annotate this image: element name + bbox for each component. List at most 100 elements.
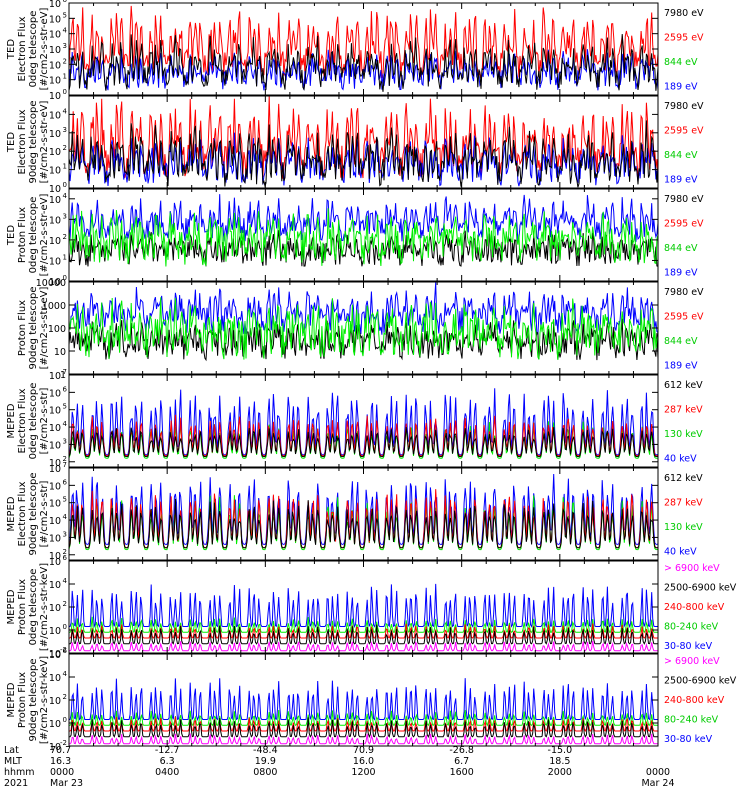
x-tick-label: 6.3	[160, 756, 175, 767]
y-tick-label: 10	[49, 30, 61, 41]
y-tick-label: 100	[48, 324, 66, 335]
y-tick-label: 10	[49, 603, 61, 614]
y-axis-label: [#/cm2-s-str-eV]	[39, 8, 50, 91]
panel-4-series-3	[68, 297, 659, 360]
y-tick-exponent: 6	[63, 0, 68, 4]
legend-entry: 30-80 keV	[664, 641, 713, 652]
y-axis-label: [#/cm2-s-str-eV]	[39, 287, 50, 370]
legend-entry: 844 eV	[664, 336, 698, 347]
legend-entry: 130 keV	[664, 522, 703, 533]
y-axis-label: [#/cm2-s-str-keV]	[39, 563, 50, 651]
y-tick-exponent: 7	[63, 461, 67, 469]
legend-entry: 189 eV	[664, 82, 698, 93]
x-tick-label: 70.9	[353, 745, 374, 756]
y-tick-exponent: 5	[63, 496, 67, 504]
y-axis-label: Proton Flux	[17, 672, 28, 728]
x-tick-label: -12.7	[155, 745, 180, 756]
y-tick-label: 10	[49, 388, 61, 399]
y-axis-label: [#/cm2-s-str-keV]	[39, 656, 50, 744]
y-tick-exponent: 6	[63, 554, 68, 562]
y-tick-label: 10	[49, 458, 61, 469]
y-tick-exponent: 0	[63, 274, 67, 282]
x-tick-label: -15.0	[548, 745, 573, 756]
y-axis-label: Proton Flux	[17, 579, 28, 635]
y-tick-label: 10	[49, 481, 61, 492]
y-tick-exponent: 6	[63, 385, 68, 393]
y-tick-exponent: 4	[63, 107, 68, 115]
x-tick-label: 1600	[450, 767, 474, 778]
panel-7-series-4	[69, 624, 658, 645]
panel-8-series-4	[69, 717, 658, 739]
y-tick-label: 10	[49, 215, 61, 226]
legend-entry: 30-80 keV	[664, 734, 713, 745]
y-tick-label: 10	[49, 91, 61, 102]
row-label: hhmm	[4, 767, 35, 778]
y-tick-exponent: 2	[63, 693, 67, 701]
y-tick-exponent: 4	[63, 513, 68, 521]
legend-entry: 240-800 keV	[664, 602, 725, 613]
legend-entry: 189 eV	[664, 361, 698, 372]
legend-entry: 189 eV	[664, 175, 698, 186]
legend-entry: 40 keV	[664, 454, 697, 465]
panel-6-series-2	[68, 495, 659, 551]
y-tick-label: 10	[49, 236, 61, 247]
y-axis-label: MEPED	[6, 589, 17, 624]
x-tick-label: 6.7	[454, 756, 469, 767]
y-tick-exponent: 6	[63, 647, 68, 655]
legend-entry: 287 keV	[664, 498, 703, 509]
y-tick-exponent: 4	[63, 670, 68, 678]
panel-3-series-3	[68, 208, 659, 267]
x-tick-label: 0000	[50, 767, 74, 778]
y-tick-label: 10	[49, 0, 61, 10]
y-tick-exponent: 2	[63, 144, 67, 152]
y-tick-label: 10	[49, 423, 61, 434]
legend-entry: 80-240 keV	[664, 715, 719, 726]
panel-5-series-4	[68, 426, 659, 458]
y-tick-exponent: 3	[63, 126, 67, 134]
legend-entry: 189 eV	[664, 268, 698, 279]
y-tick-label: 10	[49, 76, 61, 87]
panel-5-series-2	[68, 421, 659, 459]
legend-entry: 7980 eV	[664, 8, 704, 19]
panel-7-series-1	[69, 583, 658, 629]
y-tick-label: 10	[49, 533, 61, 544]
panel-7-series-2	[69, 616, 658, 634]
y-axis-label: Proton Flux	[17, 300, 28, 356]
y-axis-label: Electron Flux	[17, 16, 28, 81]
x-tick-label: -26.8	[449, 745, 474, 756]
y-tick-label: 10	[49, 696, 61, 707]
y-tick-label: 10	[49, 464, 61, 475]
x-tick-label: 2000	[548, 767, 572, 778]
y-tick-label: 10	[49, 129, 61, 140]
y-tick-exponent: 3	[63, 437, 67, 445]
y-axis-label: Proton Flux	[17, 207, 28, 263]
legend-entry: 80-240 keV	[664, 622, 719, 633]
y-tick-label: 10	[49, 371, 61, 382]
x-tick-label: 0800	[253, 767, 277, 778]
y-tick-label: 1	[60, 370, 66, 381]
x-tick-label: 0400	[155, 767, 179, 778]
panel-4-series-1	[68, 282, 659, 336]
legend-entry: > 6900 keV	[664, 563, 720, 574]
y-tick-label: 1000	[42, 301, 66, 312]
y-axis-label: 0deg telescope	[28, 197, 39, 274]
x-tick-label: Mar 23	[50, 778, 83, 789]
y-axis-label: [#/cm2-s-str]	[39, 480, 50, 547]
legend-entry: 2595 eV	[664, 126, 704, 137]
y-tick-label: 10	[49, 551, 61, 562]
y-tick-exponent: 6	[63, 478, 68, 486]
row-label: Lat	[4, 745, 19, 756]
y-axis-label: TED	[6, 132, 17, 153]
y-tick-label: 10	[49, 45, 61, 56]
legend-entry: 2595 eV	[664, 33, 704, 44]
y-tick-label: 10	[49, 649, 61, 660]
y-tick-label: 10000	[36, 278, 66, 289]
y-tick-label: 10	[49, 14, 61, 25]
y-tick-label: 10	[49, 256, 61, 267]
y-tick-label: 10	[49, 406, 61, 417]
